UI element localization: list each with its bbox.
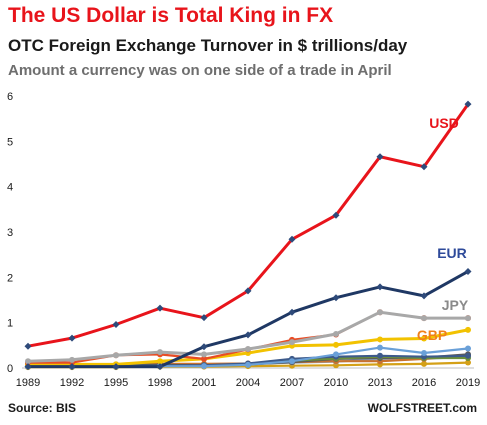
data-point	[68, 334, 76, 342]
data-point	[25, 358, 31, 365]
data-point	[465, 352, 471, 359]
data-point	[112, 320, 120, 328]
data-point	[464, 267, 472, 275]
data-point	[333, 331, 339, 337]
data-point	[377, 344, 383, 351]
data-point	[157, 358, 163, 365]
y-tick-label: 1	[7, 318, 13, 330]
y-tick-label: 3	[7, 227, 13, 239]
x-tick-label: 1998	[148, 377, 172, 389]
data-point	[333, 351, 339, 358]
data-point	[245, 361, 251, 368]
source-note: Source: BIS	[8, 401, 77, 415]
y-tick-label: 0	[7, 363, 13, 375]
x-tick-label: 2004	[236, 377, 260, 389]
data-point	[465, 315, 471, 322]
data-point	[289, 339, 295, 346]
data-point	[156, 304, 164, 312]
data-point	[332, 294, 340, 302]
data-point	[376, 153, 384, 161]
x-tick-label: 2019	[456, 377, 480, 389]
data-point	[201, 355, 207, 362]
data-point	[112, 363, 120, 371]
series-label: EUR	[437, 245, 467, 261]
data-point	[201, 351, 207, 358]
data-point	[376, 283, 384, 291]
data-point	[157, 349, 163, 356]
series-label: JPY	[442, 297, 469, 313]
x-tick-label: 2013	[368, 377, 392, 389]
data-point	[24, 342, 32, 350]
x-tick-label: 2016	[412, 377, 436, 389]
data-point	[244, 331, 252, 339]
data-point	[465, 345, 471, 352]
y-tick-label: 4	[7, 182, 13, 194]
data-point	[200, 314, 208, 322]
data-point	[421, 350, 427, 357]
y-tick-label: 5	[7, 136, 13, 148]
data-point	[201, 363, 207, 370]
data-point	[69, 356, 75, 363]
chart-subtitle: OTC Foreign Exchange Turnover in $ trill…	[8, 36, 408, 55]
data-point	[420, 292, 428, 300]
chart-title: The US Dollar is Total King in FX	[8, 4, 334, 27]
data-point	[288, 308, 296, 316]
data-point	[421, 315, 427, 322]
x-tick-label: 2007	[280, 377, 304, 389]
data-point	[465, 326, 471, 333]
data-point	[420, 163, 428, 171]
chart-description: Amount a currency was on one side of a t…	[8, 62, 392, 79]
data-point	[421, 360, 427, 367]
x-tick-label: 1989	[16, 377, 40, 389]
y-tick-label: 2	[7, 272, 13, 284]
credit-note: WOLFSTREET.com	[367, 401, 477, 415]
data-point	[289, 358, 295, 365]
data-point	[200, 343, 208, 351]
data-point	[244, 287, 252, 295]
data-point	[377, 352, 383, 359]
data-point	[377, 309, 383, 316]
data-point	[421, 335, 427, 342]
data-point	[377, 336, 383, 343]
x-tick-label: 1995	[104, 377, 128, 389]
data-point	[288, 235, 296, 243]
data-point	[333, 341, 339, 348]
data-point	[156, 363, 164, 371]
data-point	[24, 363, 32, 371]
data-point	[465, 359, 471, 366]
x-tick-label: 2001	[192, 377, 216, 389]
data-point	[113, 352, 119, 359]
data-point	[68, 363, 76, 371]
series-label: USD	[429, 115, 459, 131]
y-tick-label: 6	[7, 91, 13, 103]
data-point	[245, 345, 251, 352]
series-label: GBP	[417, 327, 447, 343]
data-point	[332, 211, 340, 219]
x-tick-label: 1992	[60, 377, 84, 389]
series-line	[27, 103, 470, 348]
data-point	[464, 100, 472, 108]
x-tick-label: 2010	[324, 377, 348, 389]
